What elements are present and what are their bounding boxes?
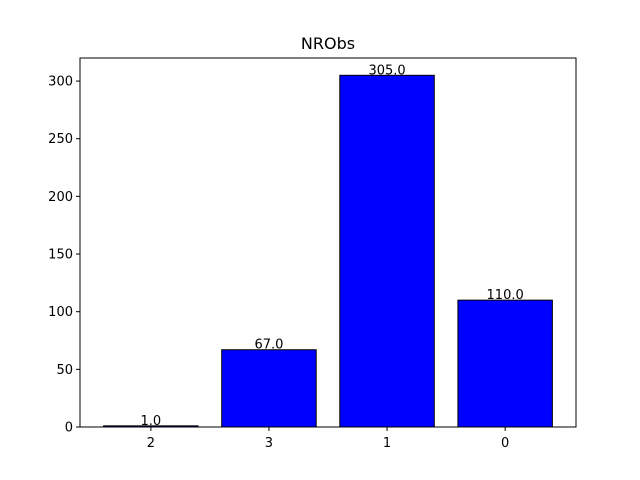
bar-3 bbox=[221, 349, 317, 428]
y-tick-label: 0 bbox=[65, 421, 73, 436]
x-tick-label: 2 bbox=[147, 436, 155, 451]
bar-0 bbox=[457, 299, 553, 428]
x-tick-label: 3 bbox=[265, 436, 273, 451]
y-tick-label: 250 bbox=[48, 132, 73, 147]
x-tick-label: 0 bbox=[501, 436, 509, 451]
bar-1 bbox=[339, 74, 435, 428]
plot-area: 0 50 100 150 200 250 300 2 1.0 3 67.0 1 305.0 0 110.0 bbox=[48, 63, 553, 451]
data-label: 110.0 bbox=[487, 288, 524, 303]
data-label: 67.0 bbox=[254, 338, 283, 353]
data-label: 305.0 bbox=[368, 63, 405, 78]
axes-frame bbox=[79, 57, 577, 428]
y-tick-label: 150 bbox=[48, 248, 73, 263]
y-tick-label: 100 bbox=[48, 305, 73, 320]
chart-title: NRObs bbox=[301, 34, 355, 53]
x-tick-label: 1 bbox=[383, 436, 391, 451]
y-tick-label: 200 bbox=[48, 190, 73, 205]
y-tick-label: 300 bbox=[48, 75, 73, 90]
y-tick-label: 50 bbox=[56, 363, 73, 378]
data-label: 1.0 bbox=[141, 414, 162, 429]
